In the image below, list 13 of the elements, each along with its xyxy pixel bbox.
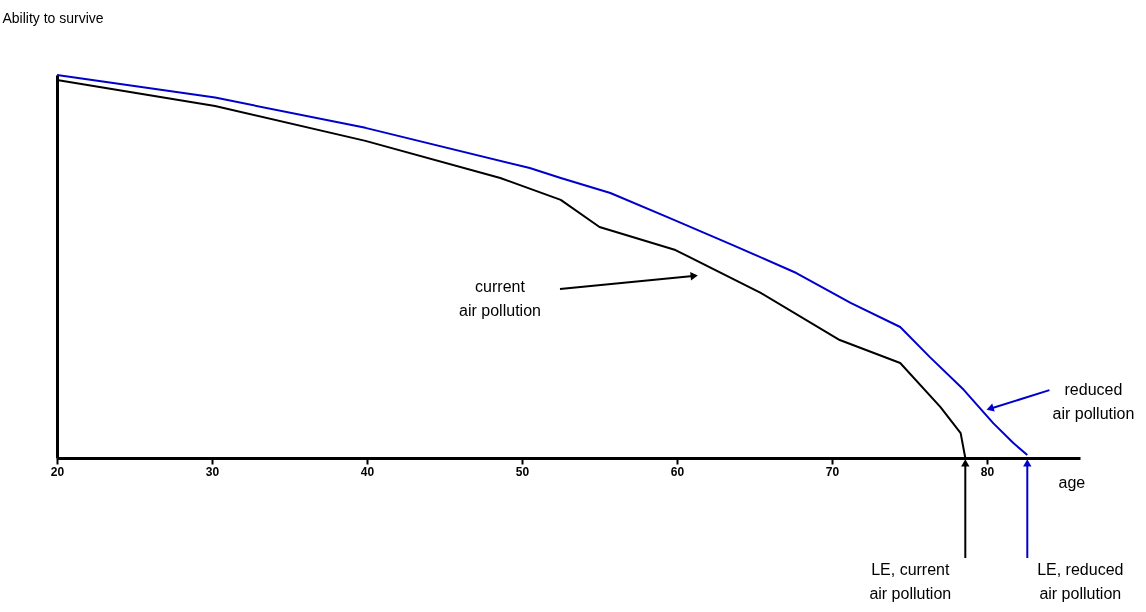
y-axis-title: Ability to survive bbox=[2, 9, 104, 26]
x-axis-title: age bbox=[1058, 473, 1086, 491]
x-tick-label: 40 bbox=[360, 464, 375, 479]
annotation: reduced air pollution bbox=[1052, 381, 1135, 423]
x-tick-label: 30 bbox=[205, 464, 220, 479]
annotation: LE, current air pollution bbox=[869, 561, 952, 602]
x-tick-label: 80 bbox=[980, 464, 995, 479]
annotation: LE, reduced air pollution bbox=[1037, 561, 1124, 602]
annotation: current air pollution bbox=[459, 278, 541, 319]
x-tick-label: 60 bbox=[670, 464, 685, 479]
x-tick-label: 50 bbox=[515, 464, 530, 479]
x-tick-label: 70 bbox=[825, 464, 840, 479]
x-tick-label: 20 bbox=[50, 464, 65, 479]
